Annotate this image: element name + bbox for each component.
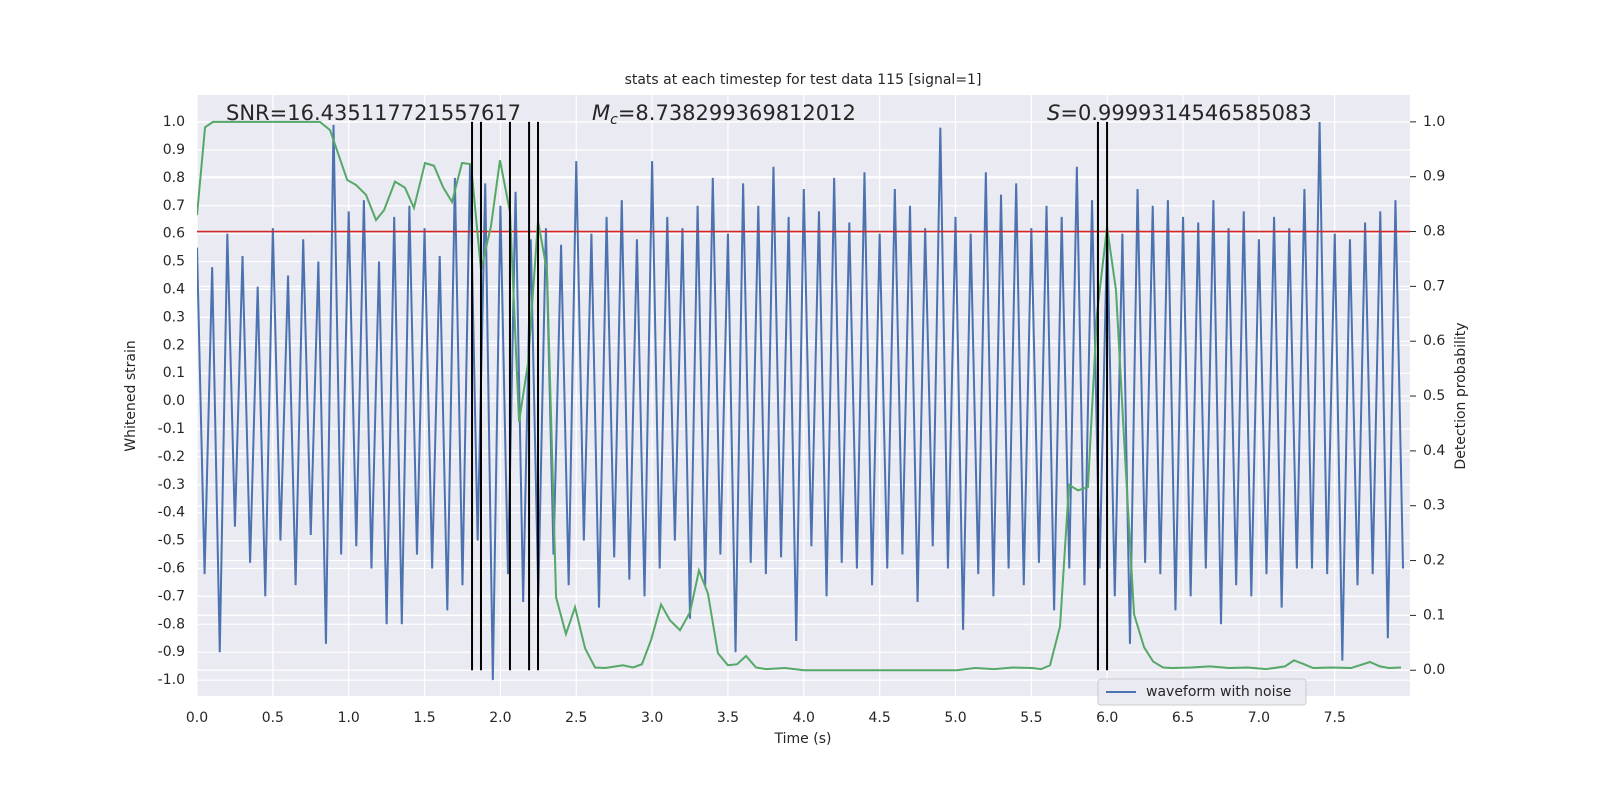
plot-area	[197, 120, 1410, 681]
x-axis-label: Time (s)	[774, 731, 832, 747]
y2-tick-label: 0.2	[1423, 553, 1445, 569]
annotation-text: =0.9999314546585083	[1060, 101, 1311, 125]
x-tick-label: 3.0	[641, 710, 663, 726]
x-tick-label: 1.5	[413, 710, 435, 726]
x-tick-label: 4.0	[793, 710, 815, 726]
annotation: Mc=8.738299369812012	[592, 101, 856, 128]
annotation-text: =8.738299369812012	[618, 101, 856, 125]
y-tick-label: -0.8	[158, 616, 185, 632]
annotation-symbol: M	[592, 101, 610, 125]
y-tick-label: 0.2	[163, 337, 185, 353]
y-tick-label: -1.0	[158, 672, 185, 688]
x-tick-label: 7.5	[1324, 710, 1346, 726]
y-tick-label: 1.0	[163, 114, 185, 130]
y-tick-label: -0.9	[158, 644, 185, 660]
x-tick-label: 2.0	[489, 710, 511, 726]
chart-title: stats at each timestep for test data 115…	[625, 72, 982, 88]
annotation-symbol: S	[1047, 101, 1060, 125]
y-tick-label: -0.3	[158, 477, 185, 493]
x-tick-label: 0.5	[262, 710, 284, 726]
y2-tick-label: 0.1	[1423, 607, 1445, 623]
y-tick-label: -0.4	[158, 505, 185, 521]
y-tick-label: 0.9	[163, 142, 185, 158]
x-tick-label: 4.5	[869, 710, 891, 726]
y2-tick-label: 0.4	[1423, 443, 1445, 459]
y2-axis-label: Detection probability	[1453, 322, 1469, 469]
annotation: S=0.9999314546585083	[1047, 101, 1312, 125]
y-tick-label: -0.5	[158, 533, 185, 549]
y2-tick-label: 0.9	[1423, 169, 1445, 185]
y2-tick-label: 0.0	[1423, 662, 1445, 678]
x-tick-label: 5.5	[1020, 710, 1042, 726]
y-tick-label: -0.6	[158, 560, 185, 576]
y-tick-label: 0.0	[163, 393, 185, 409]
x-tick-label: 6.5	[1172, 710, 1194, 726]
y2-tick-label: 0.7	[1423, 278, 1445, 294]
x-tick-label: 3.5	[717, 710, 739, 726]
y2-tick-label: 0.8	[1423, 224, 1445, 240]
y2-tick-label: 0.6	[1423, 333, 1445, 349]
y-tick-label: -0.2	[158, 449, 185, 465]
annotation-text: SNR=16.435117721557617	[226, 101, 521, 125]
x-tick-label: 2.5	[565, 710, 587, 726]
y-tick-label: 0.4	[163, 281, 185, 297]
y-axis-label: Whitened strain	[123, 340, 139, 451]
y-tick-label: 0.1	[163, 365, 185, 381]
detection-line	[197, 120, 1402, 672]
y2-tick-label: 1.0	[1423, 114, 1445, 130]
y-tick-label: 0.8	[163, 170, 185, 186]
y-tick-label: 0.5	[163, 254, 185, 270]
x-tick-label: 0.0	[186, 710, 208, 726]
y-tick-label: 0.3	[163, 309, 185, 325]
x-tick-label: 1.0	[338, 710, 360, 726]
x-tick-label: 6.0	[1096, 710, 1118, 726]
annotation: SNR=16.435117721557617	[226, 101, 521, 125]
x-tick-label: 7.0	[1248, 710, 1270, 726]
waveform-line	[197, 122, 1405, 681]
y2-tick-label: 0.3	[1423, 498, 1445, 514]
legend-box	[1097, 678, 1307, 706]
x-tick-label: 5.0	[944, 710, 966, 726]
y-tick-label: 0.7	[163, 198, 185, 214]
y-tick-label: -0.7	[158, 588, 185, 604]
y2-tick-label: 0.5	[1423, 388, 1445, 404]
annotation-subscript: c	[610, 112, 618, 128]
y-tick-label: 0.6	[163, 226, 185, 242]
legend-label: waveform with noise	[1146, 684, 1291, 700]
y-tick-label: -0.1	[158, 421, 185, 437]
